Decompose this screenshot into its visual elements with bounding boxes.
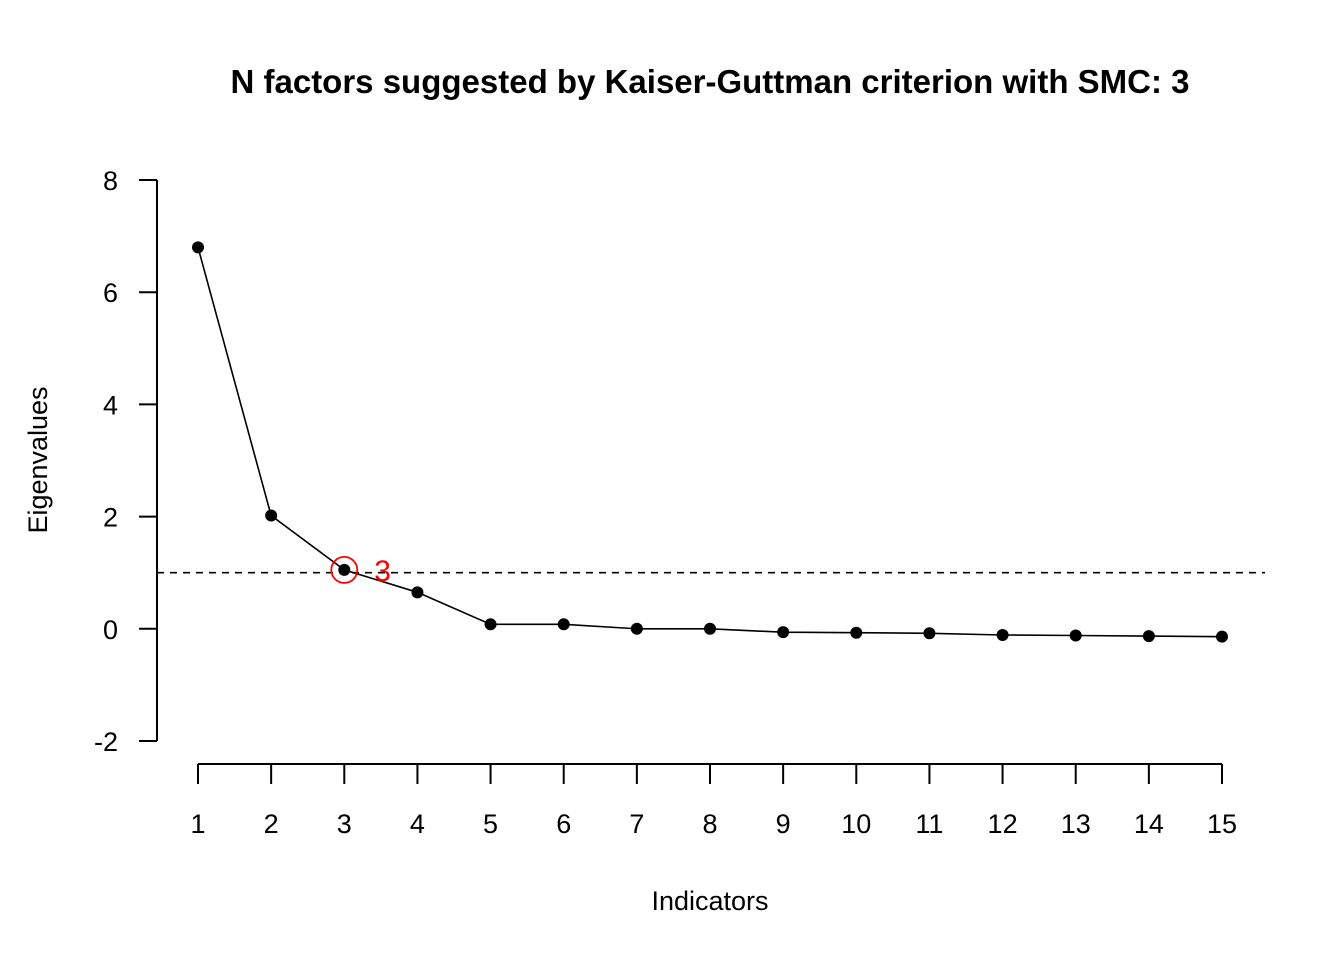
eigenvalue-point	[1069, 629, 1082, 642]
eigenvalue-point	[484, 618, 497, 631]
x-axis: 1 2 3 4 5 6 7 8 9 10 11 12 13 14 15	[190, 763, 1237, 839]
eigenvalue-point	[192, 241, 204, 254]
x-tick-label: 3	[337, 809, 352, 839]
y-axis-label: Eigenvalues	[23, 386, 53, 533]
suggested-factor-label: 3	[374, 555, 391, 588]
suggested-factor-marker	[330, 555, 359, 584]
x-tick-label: 6	[556, 809, 571, 839]
x-tick-label: 13	[1061, 809, 1091, 839]
x-tick-label: 10	[841, 809, 871, 839]
eigenvalue-point	[630, 622, 643, 635]
eigenvalue-point	[1216, 630, 1228, 643]
x-tick-label: 1	[190, 809, 205, 839]
x-tick-label: 8	[702, 809, 717, 839]
series-layer	[192, 241, 1228, 643]
y-tick-label: 0	[103, 615, 118, 645]
eigenvalue-point	[411, 586, 424, 599]
y-tick-label: 8	[103, 166, 118, 196]
x-tick-label: 14	[1134, 809, 1164, 839]
eigenvalue-point	[923, 627, 936, 640]
x-tick-label: 7	[629, 809, 644, 839]
y-tick-label: 2	[103, 503, 118, 533]
x-tick-label: 12	[988, 809, 1018, 839]
y-tick-label: -2	[94, 727, 118, 757]
x-tick-label: 11	[915, 809, 943, 839]
eigenvalue-point	[996, 628, 1009, 641]
x-axis-label: Indicators	[651, 886, 768, 916]
eigenvalue-point	[557, 618, 570, 631]
x-tick-label: 15	[1207, 809, 1237, 839]
x-tick-label: 9	[776, 809, 791, 839]
eigenvalue-line	[197, 247, 1223, 638]
x-tick-label: 4	[410, 809, 425, 839]
x-tick-label: 2	[264, 809, 279, 839]
eigenvalue-point	[704, 622, 716, 635]
chart-title: N factors suggested by Kaiser-Guttman cr…	[231, 63, 1190, 100]
eigenvalue-point	[777, 626, 790, 639]
eigenvalue-point	[850, 626, 863, 639]
y-tick-label: 6	[103, 278, 118, 308]
y-axis: -2 0 2 4 6 8	[94, 166, 158, 757]
eigenvalue-point	[1142, 630, 1155, 643]
highlight-layer: 3	[330, 555, 391, 588]
eigenvalue-point	[338, 563, 351, 576]
x-tick-label: 5	[483, 809, 498, 839]
y-tick-label: 4	[103, 390, 118, 420]
eigenvalue-point	[265, 509, 278, 522]
